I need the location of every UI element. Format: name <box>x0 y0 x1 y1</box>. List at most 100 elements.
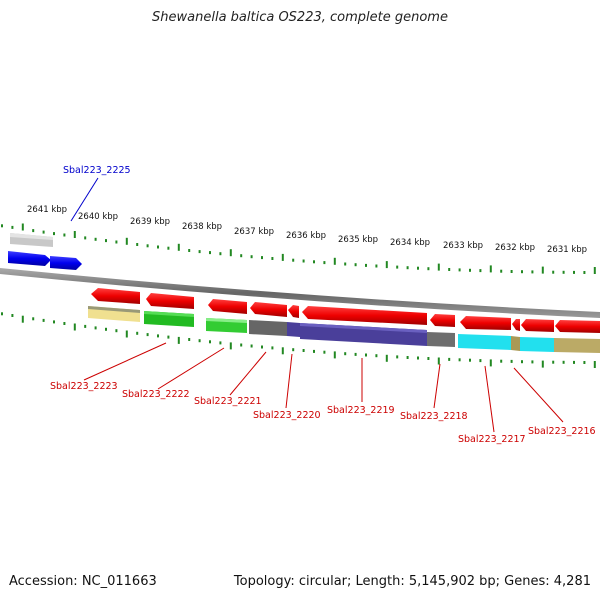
upper-track-major-tick <box>593 267 596 274</box>
lower-track-minor-tick <box>53 320 55 324</box>
upper-track-minor-tick <box>136 243 139 246</box>
lower-track-minor-tick <box>63 322 66 325</box>
lower-track-minor-tick <box>250 344 253 348</box>
callout-lines <box>70 177 564 433</box>
upper-track-major-tick <box>177 243 180 251</box>
upper-track-minor-tick <box>1 224 3 228</box>
upper-track-minor-tick <box>157 245 159 249</box>
lower-track-minor-tick <box>427 357 430 360</box>
gene-arrow-2218[interactable] <box>430 314 455 327</box>
upper-track-minor-tick <box>209 251 211 255</box>
upper-track-minor-tick <box>94 237 97 241</box>
lower-track-major-tick <box>73 323 76 331</box>
tick-label-2636: 2636 kbp <box>286 231 326 241</box>
lower-tick-track <box>1 312 596 368</box>
upper-track-minor-tick <box>427 267 430 271</box>
upper-track-minor-tick <box>469 268 471 272</box>
gene-label-2223[interactable]: Sbal223_2223 <box>50 381 118 392</box>
gene-label-2225[interactable]: Sbal223_2225 <box>63 165 131 176</box>
upper-track-major-tick <box>73 231 76 238</box>
lower-track-minor-tick <box>417 356 419 360</box>
upper-track-minor-tick <box>198 250 201 254</box>
upper-track-minor-tick <box>42 230 45 234</box>
gene-arrow-2222[interactable] <box>146 293 194 309</box>
lower-track-minor-tick <box>562 360 565 364</box>
gene-label-2220[interactable]: Sbal223_2220 <box>253 410 321 421</box>
callout-line-2220 <box>285 353 293 409</box>
upper-track-minor-tick <box>323 261 326 265</box>
upper-track-minor-tick <box>562 270 565 274</box>
tick-label-2633: 2633 kbp <box>443 241 483 251</box>
tick-label-2640: 2640 kbp <box>78 212 118 222</box>
lower-track-major-tick <box>593 361 596 368</box>
callout-line-2216 <box>513 367 564 423</box>
gene-label-2221[interactable]: Sbal223_2221 <box>194 396 262 407</box>
reverse-strand-genes <box>91 288 600 333</box>
gene-arrow-fwd-1[interactable] <box>8 251 51 266</box>
lower-track-minor-tick <box>354 352 357 356</box>
lower-track-minor-tick <box>1 312 3 316</box>
gene-arrow-2217[interactable] <box>460 316 511 330</box>
gene-arrow-2219[interactable] <box>302 306 427 325</box>
tick-label-2637: 2637 kbp <box>234 227 274 237</box>
lower-track-minor-tick <box>344 352 347 356</box>
tick-label-2631: 2631 kbp <box>547 245 587 255</box>
upper-track-minor-tick <box>552 270 555 274</box>
lower-track-major-tick <box>333 351 336 359</box>
lower-track-minor-tick <box>11 314 14 317</box>
lower-track-minor-tick <box>105 327 107 331</box>
lower-track-minor-tick <box>552 360 555 364</box>
callout-line-2217 <box>484 365 495 433</box>
tick-label-2638: 2638 kbp <box>182 222 222 232</box>
upper-track-minor-tick <box>188 249 191 252</box>
tick-label-2635: 2635 kbp <box>338 235 378 245</box>
gene-arrow-2220a[interactable] <box>250 302 287 317</box>
gene-arrow-2216a[interactable] <box>521 319 554 332</box>
upper-track-major-tick <box>541 266 544 274</box>
upper-track-minor-tick <box>375 264 378 268</box>
gene-label-2217[interactable]: Sbal223_2217 <box>458 434 526 445</box>
lower-track-minor-tick <box>510 359 513 363</box>
upper-track-minor-tick <box>510 270 513 273</box>
gene-arrow-fwd-2[interactable] <box>50 256 82 270</box>
kbp-scale: 2641 kbp 2640 kbp 2639 kbp 2638 kbp 2637… <box>27 205 587 255</box>
upper-track-minor-tick <box>115 240 118 244</box>
upper-track-minor-tick <box>302 259 305 263</box>
upper-track-minor-tick <box>53 232 55 236</box>
gene-arrow-2223[interactable] <box>91 288 140 304</box>
lower-track-minor-tick <box>42 318 45 322</box>
upper-track-minor-tick <box>417 266 419 270</box>
gene-label-2222[interactable]: Sbal223_2222 <box>122 389 190 400</box>
gene-label-2216[interactable]: Sbal223_2216 <box>528 426 596 437</box>
lower-track-minor-tick <box>313 349 315 353</box>
lower-track-minor-tick <box>375 354 378 358</box>
upper-track-minor-tick <box>573 270 575 274</box>
gene-arrow-2221[interactable] <box>208 299 247 314</box>
gene-label-2218[interactable]: Sbal223_2218 <box>400 411 468 422</box>
lower-track-major-tick <box>437 357 440 365</box>
callout-line-2223 <box>83 342 167 381</box>
lower-track-major-tick <box>229 342 232 350</box>
gene-labels: Sbal223_2225 Sbal223_2223 Sbal223_2222 S… <box>50 165 596 445</box>
upper-track-minor-tick <box>146 244 149 248</box>
gene-arrow-2220b[interactable] <box>288 305 299 318</box>
upper-track-major-tick <box>125 237 128 245</box>
upper-track-minor-tick <box>354 263 357 267</box>
lower-track-minor-tick <box>396 355 399 359</box>
lower-track-minor-tick <box>302 349 305 352</box>
gene-arrow-2216b[interactable] <box>555 320 600 333</box>
upper-track-minor-tick <box>271 257 274 260</box>
gene-label-2219[interactable]: Sbal223_2219 <box>327 405 395 416</box>
upper-track-minor-tick <box>32 229 35 233</box>
upper-track-major-tick <box>385 261 388 269</box>
upper-track-minor-tick <box>396 265 399 269</box>
lower-track-minor-tick <box>500 359 503 363</box>
upper-track-minor-tick <box>344 262 347 266</box>
lower-track-major-tick <box>21 315 24 323</box>
upper-track-minor-tick <box>292 258 295 262</box>
upper-track-minor-tick <box>458 268 461 272</box>
upper-track-minor-tick <box>500 269 503 273</box>
gene-arrow-2217b[interactable] <box>512 319 520 331</box>
upper-tick-track <box>1 223 596 274</box>
lower-track-minor-tick <box>365 353 367 357</box>
